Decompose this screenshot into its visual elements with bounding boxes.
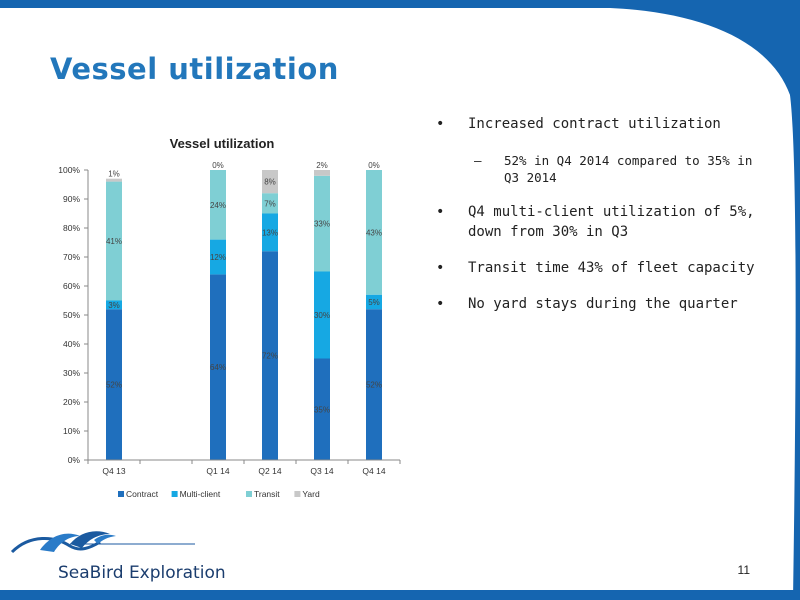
legend-label: Contract <box>126 489 159 499</box>
bullet-item: • Transit time 43% of fleet capacity <box>432 258 772 278</box>
chart-title: Vessel utilization <box>170 136 275 151</box>
slide-title: Vessel utilization <box>50 52 339 86</box>
y-tick-label: 80% <box>63 223 80 233</box>
y-tick-label: 20% <box>63 397 80 407</box>
bar-segment-multi-client <box>262 213 278 252</box>
bottom-band <box>0 590 800 600</box>
bar-segment-multi-client <box>106 300 122 310</box>
legend-label: Multi-client <box>180 489 221 499</box>
bar-segment-yard <box>262 170 278 194</box>
y-axis: 0% 10% 20% 30% 40% 50% 60% 70% 80% 90% 100% <box>58 165 89 465</box>
bullet-text: Transit time 43% of fleet capacity <box>468 260 755 276</box>
data-label: 12% <box>210 253 226 262</box>
bar-segment-transit <box>314 175 330 272</box>
logo-bird <box>40 533 80 552</box>
seabird-logo <box>10 531 195 554</box>
bullet-text: No yard stays during the quarter <box>468 296 738 312</box>
data-label: 3% <box>108 301 120 310</box>
y-tick-label: 30% <box>63 368 80 378</box>
data-label: 1% <box>108 170 120 179</box>
bar-segment-transit <box>262 193 278 214</box>
bar-segment-contract <box>314 358 330 460</box>
bullet-dot: • <box>436 296 445 312</box>
legend: Contract Multi-client Transit Yard <box>118 489 320 499</box>
bullet-dot: • <box>436 116 445 132</box>
data-label: 52% <box>106 381 122 390</box>
data-label: 2% <box>316 161 328 170</box>
x-tick-label: Q4 14 <box>362 466 385 476</box>
y-tick-label: 50% <box>63 310 80 320</box>
logo-bird <box>94 534 116 544</box>
data-label: 7% <box>264 199 276 208</box>
data-label: 52% <box>366 381 382 390</box>
bar-segment-multi-client <box>314 271 330 359</box>
data-label: 8% <box>264 178 276 187</box>
bullet-item: • Increased contract utilization <box>432 114 772 134</box>
sub-bullet-item: – 52% in Q4 2014 compared to 35% in Q3 2… <box>432 152 772 186</box>
y-tick-label: 100% <box>58 165 80 175</box>
bar-segment-multi-client <box>366 294 382 310</box>
bar-segment-yard <box>314 170 330 176</box>
right-curve-band <box>610 8 800 120</box>
legend-label: Transit <box>254 489 280 499</box>
data-label: 13% <box>262 228 278 237</box>
bullet-text: Q4 multi-client utilization of 5%, down … <box>468 204 755 240</box>
data-label: 33% <box>314 220 330 229</box>
top-banner <box>0 0 800 8</box>
legend-swatch <box>171 491 178 497</box>
data-label: 30% <box>314 311 330 320</box>
logo-wave <box>10 536 101 554</box>
bar-segment-yard <box>106 178 122 182</box>
data-label: 35% <box>314 405 330 414</box>
data-label: 0% <box>212 161 224 170</box>
logo-text: SeaBird Exploration <box>58 563 226 583</box>
x-tick-label: Q2 14 <box>258 466 281 476</box>
y-tick-label: 90% <box>63 194 80 204</box>
bar-segment-contract <box>262 251 278 460</box>
data-label: 64% <box>210 363 226 372</box>
bullet-dot: • <box>436 260 445 276</box>
bullet-text: 52% in Q4 2014 compared to 35% in Q3 201… <box>504 153 753 185</box>
y-tick-label: 0% <box>68 455 81 465</box>
bars: 52% 3% 41% 1% 64% 12% 24% 0% 72% 13% 7% 8% 35% 30% 33%… <box>106 161 382 460</box>
legend-label: Yard <box>302 489 320 499</box>
data-label: 0% <box>368 161 380 170</box>
bar-segment-transit <box>210 170 226 240</box>
bullet-list: • Increased contract utilization – 52% i… <box>432 114 772 314</box>
bar-segment-transit <box>106 181 122 301</box>
y-tick-label: 10% <box>63 426 80 436</box>
bullet-dot: • <box>436 204 445 220</box>
y-tick-label: 60% <box>63 281 80 291</box>
legend-swatch <box>294 491 301 497</box>
data-label: 24% <box>210 201 226 210</box>
bullet-text: Increased contract utilization <box>468 116 721 132</box>
x-tick-label: Q1 14 <box>206 466 229 476</box>
sub-bullet-dash: – <box>474 153 482 168</box>
bullet-item: • Q4 multi-client utilization of 5%, dow… <box>432 202 772 242</box>
bar-segment-transit <box>366 170 382 295</box>
x-tick-label: Q3 14 <box>310 466 333 476</box>
y-tick-label: 70% <box>63 252 80 262</box>
x-axis: Q4 13 Q1 14 Q2 14 Q3 14 Q4 14 <box>87 459 401 476</box>
data-label: 41% <box>106 237 122 246</box>
bar-segment-contract <box>210 274 226 460</box>
legend-swatch <box>246 491 252 497</box>
x-tick-label: Q4 13 <box>102 466 125 476</box>
data-label: 5% <box>368 298 380 307</box>
bar-segment-multi-client <box>210 239 226 275</box>
page-number: 11 <box>737 563 750 577</box>
y-tick-label: 40% <box>63 339 80 349</box>
right-edge-band <box>790 95 800 600</box>
data-label: 72% <box>262 352 278 361</box>
data-label: 43% <box>366 228 382 237</box>
bullet-item: • No yard stays during the quarter <box>432 294 772 314</box>
legend-swatch <box>118 491 124 497</box>
bar-segment-contract <box>106 309 122 460</box>
bar-segment-contract <box>366 309 382 460</box>
